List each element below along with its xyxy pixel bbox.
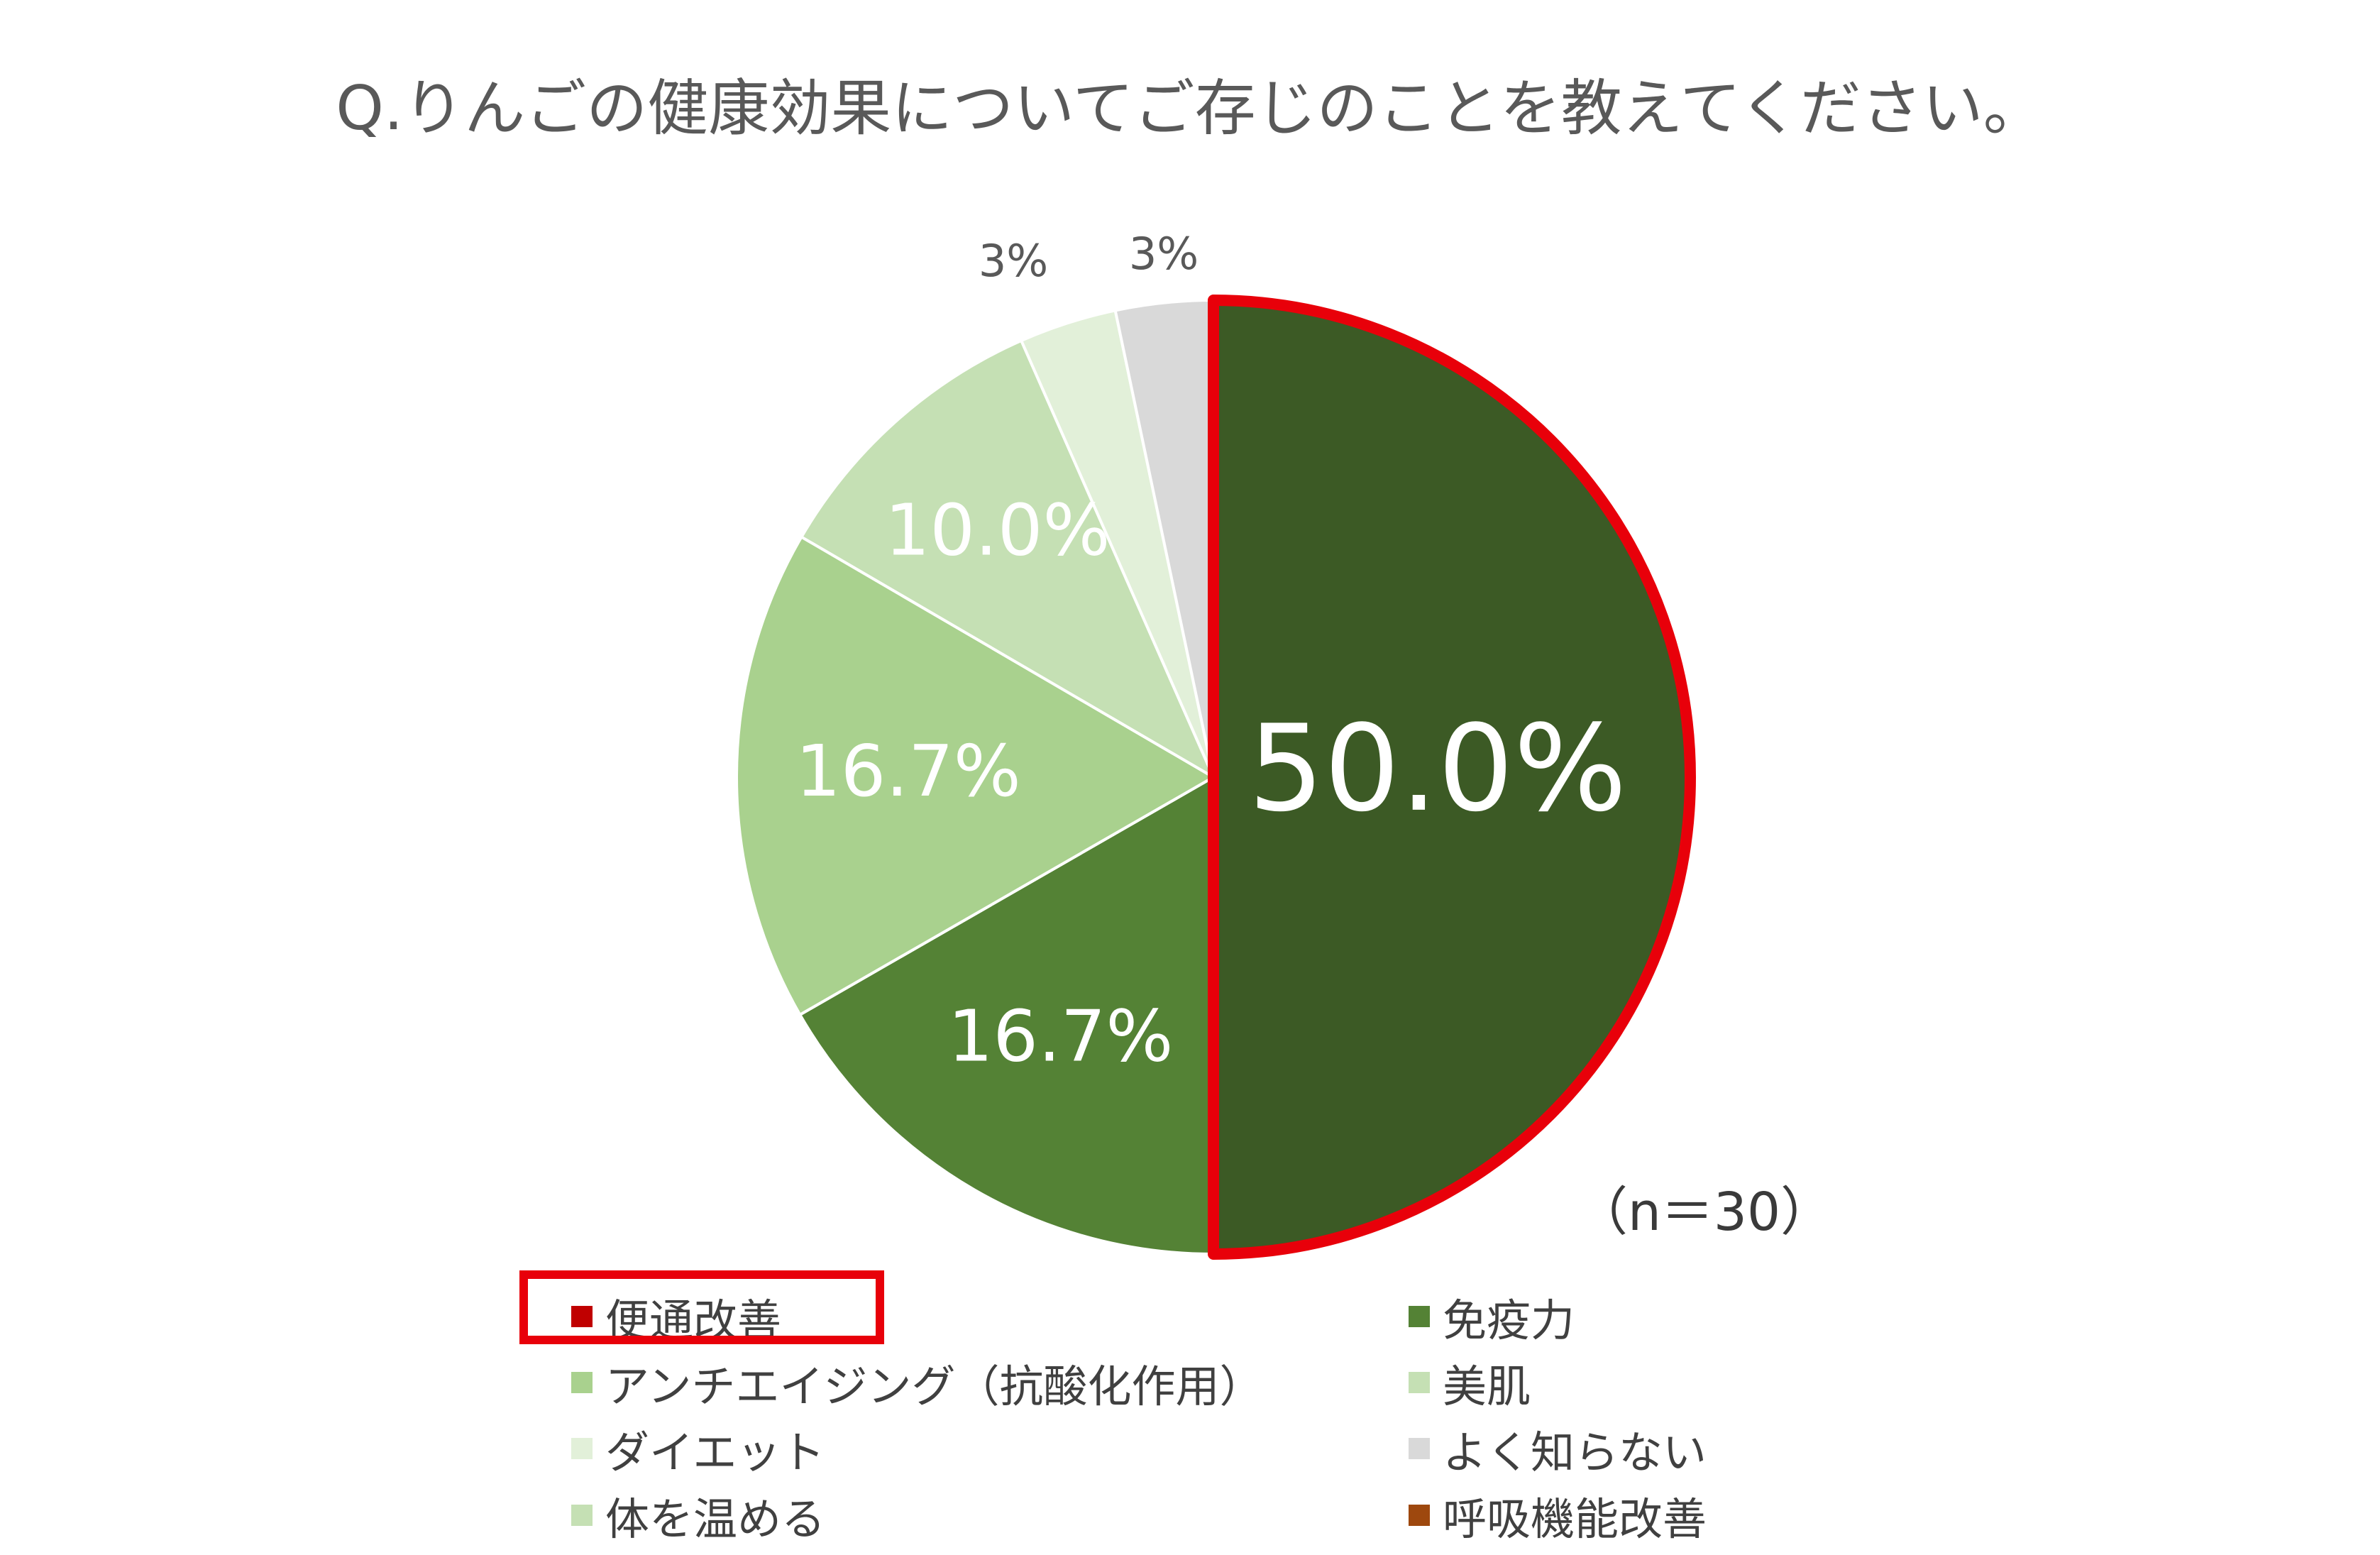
legend-item: 美肌 [1409, 1351, 1531, 1414]
legend-item: 体を温める [571, 1483, 825, 1547]
pie-labels: 50.0% 16.7% 16.7% 10.0% 3% 3% [795, 228, 1627, 1077]
legend-label: 美肌 [1443, 1361, 1531, 1412]
slice-label-1: 50.0% [1248, 699, 1627, 838]
slice-label-3: 16.7% [795, 730, 1021, 813]
legend-swatch [1409, 1438, 1430, 1459]
legend-swatch [571, 1306, 593, 1327]
legend-item: 免疫力 [1409, 1285, 1575, 1348]
legend-item: よく知らない [1409, 1417, 1707, 1480]
legend-label: 免疫力 [1443, 1295, 1575, 1346]
slice-label-2: 16.7% [948, 995, 1174, 1078]
slice-label-5: 3% [979, 235, 1048, 287]
pie-slice-3 [735, 534, 1216, 1017]
legend-swatch [1409, 1372, 1430, 1393]
legend-label: 体を温める [605, 1493, 826, 1545]
pie-slice-2 [798, 774, 1215, 1256]
chart-title: Q.りんごの健康効果についてご存じのことを教えてください。 [336, 73, 2044, 144]
legend-swatch [1409, 1505, 1430, 1526]
legend-item: ダイエット [571, 1417, 825, 1480]
legend-item: アンチエイジング（抗酸化作用） [571, 1351, 1264, 1414]
legend-item: 呼吸機能改善 [1409, 1483, 1707, 1547]
pie-slice-4 [799, 339, 1217, 781]
slice-label-6: 3% [1129, 228, 1199, 280]
sample-size-note: （n＝30） [1575, 1182, 1834, 1243]
pie-slices [735, 295, 1696, 1260]
highlight-slice-outline [1208, 295, 1696, 1260]
legend-label: 呼吸機能改善 [1443, 1493, 1707, 1545]
legend-swatch [571, 1438, 593, 1459]
legend-label: よく知らない [1443, 1427, 1707, 1478]
legend-swatch [1409, 1306, 1430, 1327]
legend-label: アンチエイジング（抗酸化作用） [605, 1361, 1264, 1412]
slice-label-4: 10.0% [885, 488, 1111, 571]
legend-highlight-box [519, 1270, 884, 1344]
legend-label: ダイエット [605, 1427, 825, 1478]
legend-swatch [571, 1372, 593, 1393]
legend-swatch [571, 1505, 593, 1526]
